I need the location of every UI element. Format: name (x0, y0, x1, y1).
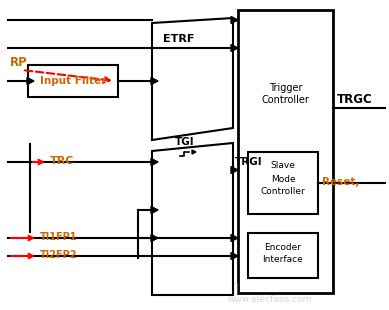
Text: TRC: TRC (50, 156, 74, 166)
Polygon shape (192, 150, 196, 154)
Polygon shape (231, 234, 238, 241)
Bar (28, 65, 118, 97)
Polygon shape (231, 16, 238, 24)
Text: Mode: Mode (271, 175, 295, 184)
Polygon shape (151, 158, 158, 166)
Bar (248, 152, 318, 214)
Polygon shape (151, 78, 158, 85)
Text: Encoder: Encoder (265, 242, 301, 251)
Text: Trigger: Trigger (269, 83, 302, 93)
Text: Slave: Slave (271, 162, 295, 171)
Text: TRGC: TRGC (337, 93, 373, 106)
Text: RP: RP (10, 55, 28, 69)
Polygon shape (231, 253, 238, 259)
Text: Controller: Controller (261, 95, 309, 105)
Polygon shape (231, 45, 238, 51)
Polygon shape (152, 143, 233, 295)
Text: Interface: Interface (263, 255, 303, 264)
Polygon shape (152, 18, 233, 140)
Polygon shape (151, 234, 158, 241)
Text: Input Filter: Input Filter (40, 76, 106, 86)
Bar (248, 233, 318, 278)
Text: TRGI: TRGI (235, 157, 263, 167)
Text: TI2FP2: TI2FP2 (40, 250, 77, 260)
Polygon shape (27, 78, 34, 85)
Text: Controller: Controller (261, 188, 305, 197)
Text: 电子发烧友: 电子发烧友 (201, 281, 239, 294)
Text: TI1FP1: TI1FP1 (40, 232, 77, 242)
Text: TGI: TGI (175, 137, 194, 147)
Text: www.elecfans.com: www.elecfans.com (228, 295, 312, 304)
Polygon shape (231, 166, 238, 174)
Polygon shape (151, 206, 158, 214)
Bar (238, 10, 333, 293)
Text: ETRF: ETRF (163, 34, 194, 44)
Text: Reset,: Reset, (322, 177, 359, 187)
